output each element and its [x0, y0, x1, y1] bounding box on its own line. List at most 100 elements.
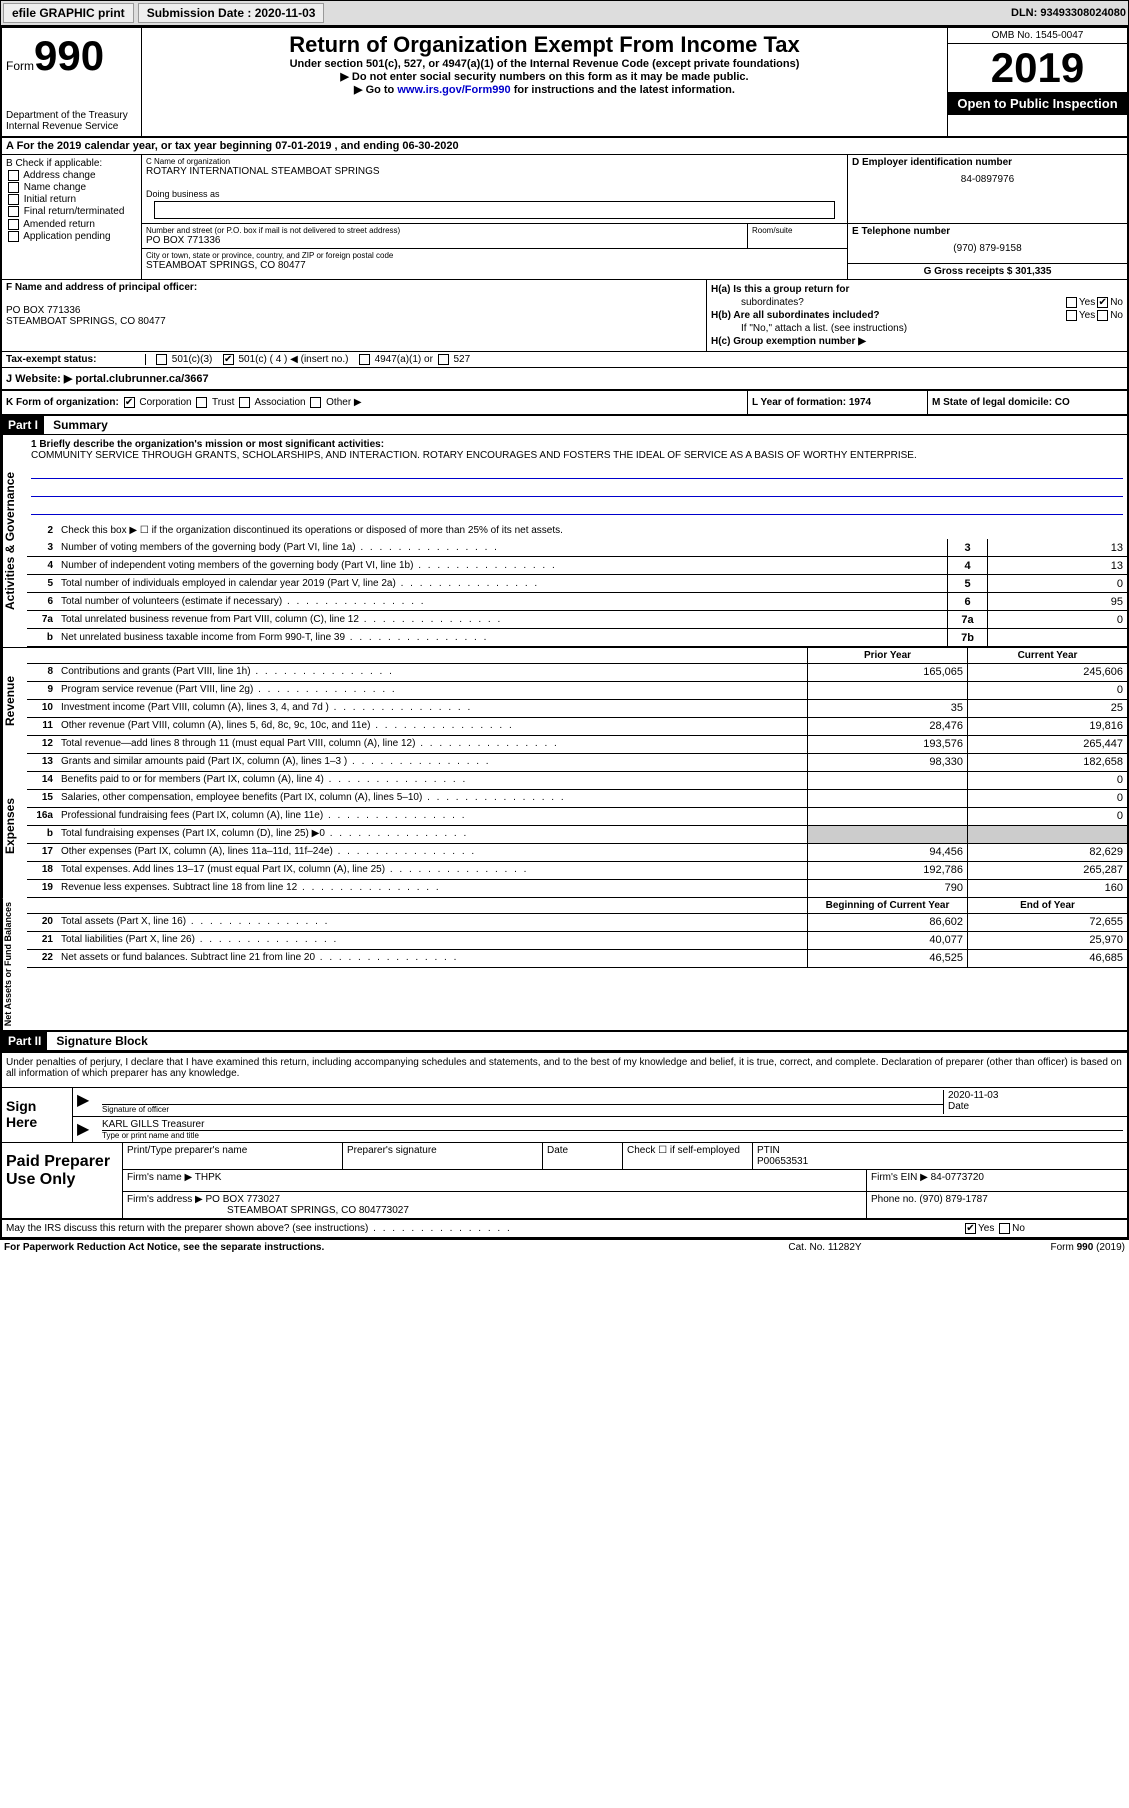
declaration-text: Under penalties of perjury, I declare th… [2, 1053, 1127, 1083]
org-name-box: C Name of organization ROTARY INTERNATIO… [142, 155, 847, 223]
hb-yes[interactable] [1066, 310, 1077, 321]
officer-sig-field[interactable]: Signature of officer [102, 1090, 943, 1114]
city-value: STEAMBOAT SPRINGS, CO 80477 [146, 260, 843, 271]
governance-row: 4Number of independent voting members of… [27, 557, 1127, 575]
dba-label: Doing business as [146, 189, 843, 199]
hc-label: H(c) Group exemption number ▶ [711, 336, 866, 347]
part1-header-row: Part I Summary [2, 416, 1127, 435]
opt-other: Other ▶ [326, 397, 361, 408]
m-state: M State of legal domicile: CO [927, 391, 1127, 414]
submission-date-btn[interactable]: Submission Date : 2020-11-03 [138, 3, 325, 23]
data-row: 12Total revenue—add lines 8 through 11 (… [27, 736, 1127, 754]
prep-check-label: Check ☐ if self-employed [623, 1143, 753, 1169]
data-row: 18Total expenses. Add lines 13–17 (must … [27, 862, 1127, 880]
note2-post: for instructions and the latest informat… [511, 84, 735, 96]
top-section: Form990 Department of the Treasury Inter… [2, 28, 1127, 138]
ha-label: H(a) Is this a group return for [711, 284, 849, 295]
cb-pending[interactable]: Application pending [6, 231, 137, 242]
prep-name-label: Print/Type preparer's name [123, 1143, 343, 1169]
hb-no[interactable] [1097, 310, 1108, 321]
footer-mid: Cat. No. 11282Y [725, 1242, 925, 1253]
cb-final[interactable]: Final return/terminated [6, 206, 137, 217]
website-row: J Website: ▶ portal.clubrunner.ca/3667 [2, 368, 1127, 391]
firm-name: THPK [195, 1172, 222, 1183]
opt-501c3: 501(c)(3) [172, 354, 213, 365]
sig-date: 2020-11-03 [948, 1090, 1119, 1101]
street-value: PO BOX 771336 [146, 235, 743, 246]
cb-501c[interactable] [223, 354, 234, 365]
discuss-yes[interactable] [965, 1223, 976, 1234]
firm-addr-box: Firm's address ▶ PO BOX 773027 STEAMBOAT… [123, 1192, 867, 1218]
website-url[interactable]: portal.clubrunner.ca/3667 [75, 373, 208, 385]
row-a: A For the 2019 calendar year, or tax yea… [2, 138, 1127, 155]
discuss-no[interactable] [999, 1223, 1010, 1234]
prep-ptin-box: PTIN P00653531 [753, 1143, 1127, 1169]
h-section: H(a) Is this a group return for subordin… [707, 280, 1127, 351]
city-label: City or town, state or province, country… [146, 251, 843, 260]
cb-amended[interactable]: Amended return [6, 219, 137, 230]
data-row: 16aProfessional fundraising fees (Part I… [27, 808, 1127, 826]
data-row: 8Contributions and grants (Part VIII, li… [27, 664, 1127, 682]
dept-label: Department of the Treasury Internal Reve… [6, 110, 137, 132]
dba-value [154, 201, 835, 219]
ha-yes[interactable] [1066, 297, 1077, 308]
paid-preparer-block: Paid Preparer Use Only Print/Type prepar… [2, 1143, 1127, 1220]
data-row: 17Other expenses (Part IX, column (A), l… [27, 844, 1127, 862]
data-row: 14Benefits paid to or for members (Part … [27, 772, 1127, 790]
street-label: Number and street (or P.O. box if mail i… [146, 226, 743, 235]
side-revenue: Revenue [2, 648, 27, 754]
line2-num: 2 [27, 525, 57, 536]
paid-preparer-label: Paid Preparer Use Only [2, 1143, 122, 1218]
phone-label: Phone no. [871, 1194, 917, 1205]
cb-4947[interactable] [359, 354, 370, 365]
cb-address[interactable]: Address change [6, 170, 137, 181]
cb-501c3[interactable] [156, 354, 167, 365]
gross-receipts: G Gross receipts $ 301,335 [848, 264, 1127, 279]
ein-box: D Employer identification number 84-0897… [847, 155, 1127, 223]
cb-527[interactable] [438, 354, 449, 365]
k-form-org: K Form of organization: Corporation Trus… [2, 391, 747, 414]
irs-link[interactable]: www.irs.gov/Form990 [397, 84, 510, 96]
omb-number: OMB No. 1545-0047 [948, 28, 1127, 44]
efile-print-btn[interactable]: efile GRAPHIC print [3, 3, 134, 23]
hb-label: H(b) Are all subordinates included? [711, 310, 1064, 321]
cb-trust[interactable] [196, 397, 207, 408]
begin-year-header: Beginning of Current Year [807, 898, 967, 913]
firm-addr-label: Firm's address ▶ [127, 1194, 203, 1205]
title-col: Return of Organization Exempt From Incom… [142, 28, 947, 136]
firm-phone-box: Phone no. (970) 879-1787 [867, 1192, 1127, 1218]
opt-corp: Corporation [139, 397, 191, 408]
cb-initial[interactable]: Initial return [6, 194, 137, 205]
firm-ein: 84-0773720 [931, 1172, 984, 1183]
check-applicable-col: B Check if applicable: Address change Na… [2, 155, 142, 279]
tax-year: 2019 [948, 44, 1127, 92]
tel-label: E Telephone number [852, 226, 1123, 237]
arrow-icon: ▶ [77, 1090, 102, 1114]
data-row: bTotal fundraising expenses (Part IX, co… [27, 826, 1127, 844]
tel-value: (970) 879-9158 [852, 243, 1123, 254]
sig-date-col: 2020-11-03 Date [943, 1090, 1123, 1114]
address-box: Number and street (or P.O. box if mail i… [142, 224, 847, 279]
netassets-section: Net Assets or Fund Balances Beginning of… [2, 898, 1127, 1030]
cb-name[interactable]: Name change [6, 182, 137, 193]
firm-addr1: PO BOX 773027 [206, 1194, 281, 1205]
cb-corp[interactable] [124, 397, 135, 408]
net-col-header: Beginning of Current Year End of Year [27, 898, 1127, 914]
section-f-h: F Name and address of principal officer:… [2, 280, 1127, 352]
cb-other[interactable] [310, 397, 321, 408]
governance-row: 3Number of voting members of the governi… [27, 539, 1127, 557]
form-990-label: Form990 [6, 32, 137, 80]
data-row: 11Other revenue (Part VIII, column (A), … [27, 718, 1127, 736]
firm-addr2: STEAMBOAT SPRINGS, CO 804773027 [127, 1205, 862, 1216]
data-row: 9Program service revenue (Part VIII, lin… [27, 682, 1127, 700]
revenue-section: Revenue Prior Year Current Year 8Contrib… [2, 647, 1127, 754]
telephone-gross-col: E Telephone number (970) 879-9158 G Gros… [847, 224, 1127, 279]
cb-assoc[interactable] [239, 397, 250, 408]
phone-value: (970) 879-1787 [919, 1194, 987, 1205]
ha-no[interactable] [1097, 297, 1108, 308]
b-label: B Check if applicable: [6, 158, 137, 169]
note2-pre: ▶ Go to [354, 84, 397, 96]
ptin-value: P00653531 [757, 1156, 1123, 1167]
footer: For Paperwork Reduction Act Notice, see … [0, 1240, 1129, 1255]
prep-sig-label: Preparer's signature [343, 1143, 543, 1169]
